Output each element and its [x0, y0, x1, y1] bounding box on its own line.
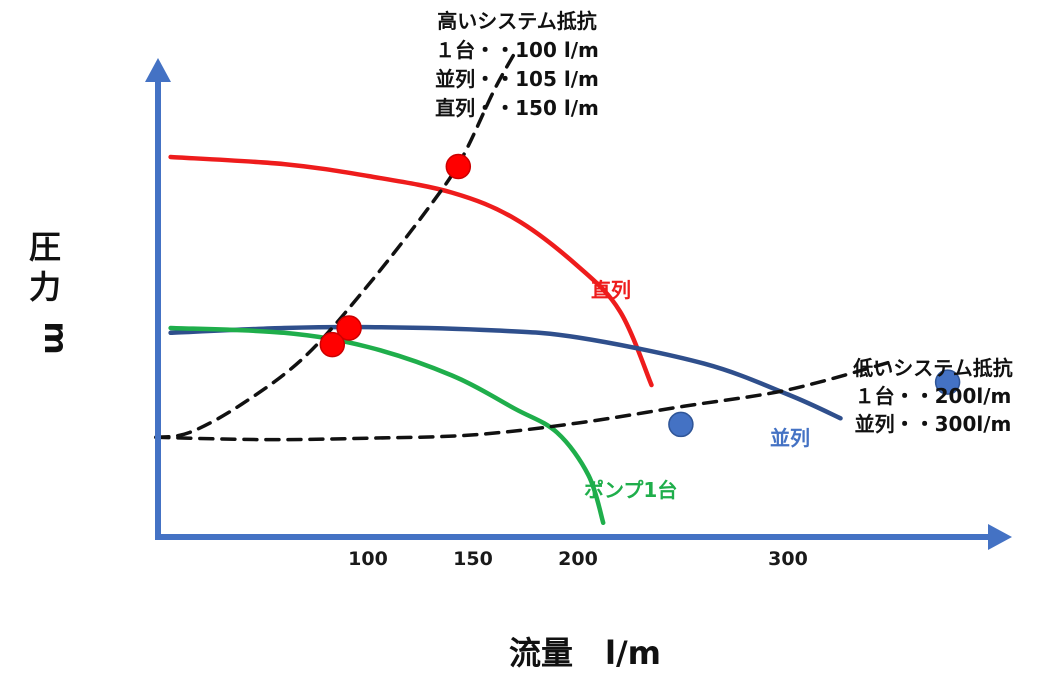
system-resistance-curve-4: [154, 359, 895, 442]
single-pump-curve-label: ポンプ1台: [584, 478, 677, 502]
x-tick-label: 100: [348, 548, 388, 570]
x-axis-arrow: [988, 524, 1012, 550]
pump-curve-1: [168, 324, 843, 421]
y-axis-title-3: m: [37, 321, 75, 354]
operating-point-0: [445, 153, 472, 180]
operating-point-1: [336, 315, 362, 341]
low-resistance-title: 低いシステム抵抗: [852, 356, 1012, 380]
curves-layer: [154, 50, 895, 526]
series-curve-label: 直列: [591, 278, 631, 302]
y-axis-arrow: [145, 58, 171, 82]
x-tick-label: 200: [558, 548, 598, 570]
pump-curve-2: [168, 325, 606, 526]
low-resistance-parallel: 並列・・300l/m: [855, 412, 1012, 436]
high-resistance-note: 高いシステム抵抗 １台・・100 l/m 並列・・105 l/m 直列・・150…: [435, 9, 599, 120]
x-tick-label: 300: [768, 548, 808, 570]
y-axis-title-2: 力: [29, 268, 61, 306]
x-tick-label: 150: [453, 548, 493, 570]
parallel-curve-label: 並列: [770, 426, 810, 450]
x-axis-title: 流量 l/m: [509, 634, 661, 672]
high-resistance-single: １台・・100 l/m: [435, 38, 599, 62]
markers-layer: [319, 153, 961, 438]
high-resistance-series: 直列・・150 l/m: [435, 96, 599, 120]
operating-point-4: [934, 369, 961, 395]
high-resistance-title: 高いシステム抵抗: [437, 9, 596, 33]
low-resistance-single: １台・・200l/m: [855, 384, 1012, 408]
y-axis-title-1: 圧: [29, 228, 61, 266]
system-resistance-curve-3: [154, 50, 517, 440]
x-tick-labels: 100 150 200 300: [348, 548, 808, 570]
pump-curve-0: [168, 154, 654, 388]
operating-point-3: [668, 411, 694, 438]
operating-point-2: [319, 331, 346, 358]
high-resistance-parallel: 並列・・105 l/m: [435, 67, 599, 91]
low-resistance-note: 低いシステム抵抗 １台・・200l/m 並列・・300l/m: [852, 356, 1012, 436]
